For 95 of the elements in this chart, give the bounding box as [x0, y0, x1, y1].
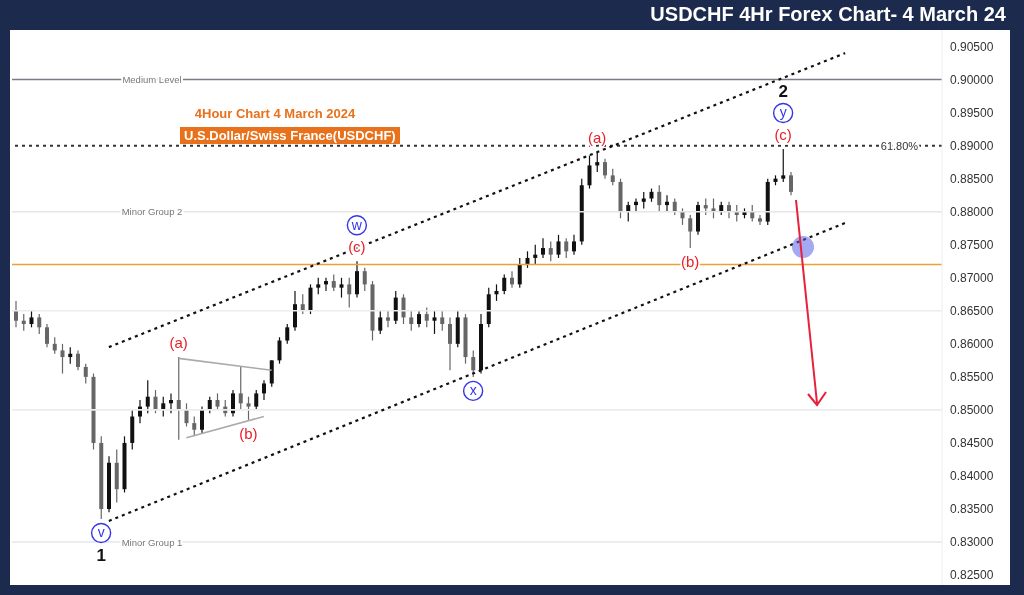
annotation: (c) — [348, 238, 366, 256]
candlestick — [37, 313, 42, 335]
candlestick — [277, 336, 282, 365]
y-tick-label: 0.82500 — [950, 568, 994, 583]
annotation: (a) — [587, 129, 607, 147]
annotation: y — [779, 104, 787, 121]
candlestick — [161, 396, 166, 418]
candlestick — [176, 356, 181, 441]
candlestick — [300, 293, 305, 315]
candlestick — [14, 300, 18, 328]
y-tick-label: 0.83000 — [950, 535, 994, 550]
candlestick — [153, 389, 158, 414]
y-tick-label: 0.88000 — [950, 204, 994, 219]
candlestick — [440, 310, 445, 332]
annotation: 61.80% — [880, 139, 919, 152]
candlestick — [626, 201, 631, 223]
candlestick — [324, 277, 328, 292]
candlestick — [269, 359, 274, 388]
annotation: v — [97, 524, 105, 541]
candlestick — [657, 184, 662, 213]
candlestick — [254, 389, 259, 411]
candlestick — [45, 323, 49, 348]
annotation: (a) — [169, 334, 188, 352]
chart-title: USDCHF 4Hr Forex Chart- 4 March 24 — [650, 3, 1006, 26]
text: 4Hour Chart 4 March 2024 — [193, 106, 357, 121]
candlestick — [246, 396, 251, 421]
candlestick — [789, 171, 793, 196]
y-tick-label: 0.87500 — [950, 237, 994, 252]
candlestick — [200, 406, 204, 434]
candlestick — [231, 389, 235, 418]
candlestick — [448, 316, 452, 371]
y-tick-label: 0.89000 — [950, 138, 994, 153]
ref-line-label: Minor Group 1 — [121, 536, 183, 548]
candlestick — [502, 273, 507, 295]
candlestick — [386, 310, 390, 328]
y-tick-label: 0.87000 — [950, 271, 994, 286]
candlestick — [169, 392, 173, 414]
y-tick-label: 0.90500 — [950, 39, 994, 54]
candlestick — [184, 402, 189, 428]
candlestick — [510, 270, 514, 289]
candlestick — [60, 343, 65, 375]
y-tick-label: 0.90000 — [950, 72, 994, 87]
y-tick-label: 0.83500 — [950, 502, 994, 517]
candlestick — [432, 310, 437, 335]
candlestick — [587, 154, 592, 190]
candlestick — [145, 379, 150, 414]
annotation: 1 — [96, 545, 106, 565]
candlestick — [238, 366, 243, 411]
candlestick — [362, 267, 367, 292]
y-tick-label: 0.84000 — [950, 469, 994, 484]
y-tick-label: 0.86000 — [950, 337, 994, 352]
candlestick — [572, 234, 576, 256]
y-tick-label: 0.85500 — [950, 370, 994, 385]
ref-line-label: Minor Group 2 — [121, 206, 183, 218]
candlestick — [634, 197, 638, 213]
annotation: (b) — [239, 424, 258, 442]
candlestick — [688, 214, 693, 249]
y-tick-label: 0.84500 — [950, 436, 994, 451]
candlestick — [393, 290, 398, 325]
y-tick-label: 0.89500 — [950, 105, 994, 120]
candlestick — [192, 415, 197, 437]
candlestick — [471, 349, 476, 378]
y-tick-label: 0.86500 — [950, 304, 994, 319]
candlestick — [262, 379, 266, 401]
candlestick — [595, 151, 600, 173]
candlestick — [564, 237, 569, 259]
candlestick — [308, 283, 313, 315]
annotation: x — [469, 382, 477, 399]
candlestick — [727, 201, 731, 219]
annotation: U.S.Dollar/Swiss France(USDCHF) — [180, 127, 400, 144]
candlestick — [758, 214, 762, 226]
y-tick-label: 0.85000 — [950, 403, 994, 418]
candlestick — [285, 323, 290, 345]
candlestick — [603, 158, 607, 180]
candlestick — [409, 310, 414, 332]
candlestick — [378, 310, 383, 335]
candlestick — [711, 197, 716, 219]
candlestick — [556, 234, 561, 259]
candlestick — [355, 260, 359, 299]
candlestick — [541, 237, 545, 259]
candlestick — [665, 194, 669, 213]
annotation: 2 — [778, 81, 788, 101]
candlestick — [517, 257, 522, 289]
candlestick — [548, 240, 553, 262]
candlestick — [339, 277, 344, 299]
candlestick — [83, 363, 88, 385]
candlestick — [781, 148, 786, 183]
annotation: (c) — [774, 125, 792, 143]
candlestick — [76, 349, 80, 371]
annotation: w — [350, 216, 363, 233]
candlestick — [293, 290, 297, 332]
candlestick — [533, 244, 538, 266]
y-tick-label: 0.88500 — [950, 171, 994, 186]
candlestick — [424, 306, 429, 328]
candlestick — [347, 277, 352, 309]
